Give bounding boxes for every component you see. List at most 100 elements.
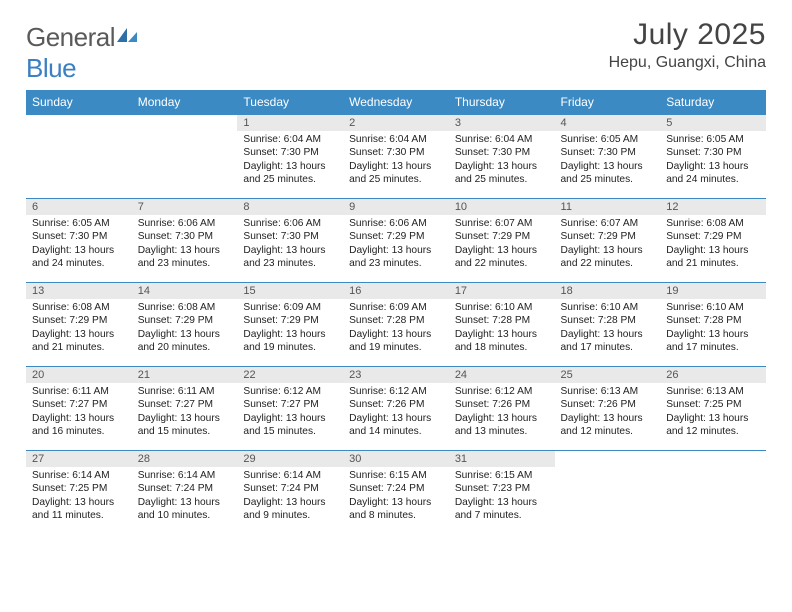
calendar-day-cell: 8Sunrise: 6:06 AMSunset: 7:30 PMDaylight… <box>237 199 343 283</box>
page-header: General Blue July 2025 Hepu, Guangxi, Ch… <box>26 18 766 84</box>
daylight-text: Daylight: 13 hours <box>243 496 337 509</box>
calendar-day-cell: 17Sunrise: 6:10 AMSunset: 7:28 PMDayligh… <box>449 283 555 367</box>
calendar-day-cell: 7Sunrise: 6:06 AMSunset: 7:30 PMDaylight… <box>132 199 238 283</box>
sunrise-text: Sunrise: 6:14 AM <box>243 469 337 482</box>
calendar-empty-cell <box>132 115 238 199</box>
daylight-text: Daylight: 13 hours <box>243 160 337 173</box>
day-number: 8 <box>237 199 343 215</box>
day-details: Sunrise: 6:14 AMSunset: 7:24 PMDaylight:… <box>132 467 238 526</box>
daylight-text: Daylight: 13 hours <box>138 496 232 509</box>
sunrise-text: Sunrise: 6:12 AM <box>243 385 337 398</box>
day-number: 12 <box>660 199 766 215</box>
day-details: Sunrise: 6:11 AMSunset: 7:27 PMDaylight:… <box>26 383 132 442</box>
weekday-header: Wednesday <box>343 90 449 115</box>
sunrise-text: Sunrise: 6:09 AM <box>243 301 337 314</box>
daylight-text: Daylight: 13 hours <box>666 160 760 173</box>
day-details: Sunrise: 6:14 AMSunset: 7:24 PMDaylight:… <box>237 467 343 526</box>
day-number: 15 <box>237 283 343 299</box>
daylight-text: and 23 minutes. <box>349 257 443 270</box>
daylight-text: and 11 minutes. <box>32 509 126 522</box>
day-details: Sunrise: 6:04 AMSunset: 7:30 PMDaylight:… <box>343 131 449 190</box>
sunrise-text: Sunrise: 6:14 AM <box>138 469 232 482</box>
day-number: 5 <box>660 115 766 131</box>
daylight-text: and 22 minutes. <box>455 257 549 270</box>
calendar-day-cell: 26Sunrise: 6:13 AMSunset: 7:25 PMDayligh… <box>660 367 766 451</box>
daylight-text: and 15 minutes. <box>138 425 232 438</box>
title-block: July 2025 Hepu, Guangxi, China <box>609 18 766 72</box>
sunset-text: Sunset: 7:27 PM <box>32 398 126 411</box>
sunrise-text: Sunrise: 6:07 AM <box>561 217 655 230</box>
daylight-text: Daylight: 13 hours <box>138 328 232 341</box>
sunrise-text: Sunrise: 6:12 AM <box>455 385 549 398</box>
day-number: 30 <box>343 451 449 467</box>
weekday-header: Saturday <box>660 90 766 115</box>
sunset-text: Sunset: 7:29 PM <box>666 230 760 243</box>
daylight-text: and 10 minutes. <box>138 509 232 522</box>
sunset-text: Sunset: 7:29 PM <box>349 230 443 243</box>
daylight-text: and 21 minutes. <box>666 257 760 270</box>
daylight-text: Daylight: 13 hours <box>32 412 126 425</box>
sunset-text: Sunset: 7:30 PM <box>243 230 337 243</box>
sunset-text: Sunset: 7:27 PM <box>138 398 232 411</box>
calendar-table: SundayMondayTuesdayWednesdayThursdayFrid… <box>26 90 766 535</box>
daylight-text: Daylight: 13 hours <box>666 412 760 425</box>
day-details: Sunrise: 6:07 AMSunset: 7:29 PMDaylight:… <box>449 215 555 274</box>
sunset-text: Sunset: 7:24 PM <box>243 482 337 495</box>
daylight-text: and 13 minutes. <box>455 425 549 438</box>
calendar-day-cell: 18Sunrise: 6:10 AMSunset: 7:28 PMDayligh… <box>555 283 661 367</box>
calendar-day-cell: 21Sunrise: 6:11 AMSunset: 7:27 PMDayligh… <box>132 367 238 451</box>
daylight-text: Daylight: 13 hours <box>455 496 549 509</box>
day-details: Sunrise: 6:06 AMSunset: 7:30 PMDaylight:… <box>237 215 343 274</box>
day-number: 10 <box>449 199 555 215</box>
sunset-text: Sunset: 7:24 PM <box>138 482 232 495</box>
weekday-header: Friday <box>555 90 661 115</box>
daylight-text: Daylight: 13 hours <box>32 328 126 341</box>
day-number: 17 <box>449 283 555 299</box>
day-details: Sunrise: 6:15 AMSunset: 7:24 PMDaylight:… <box>343 467 449 526</box>
weekday-header: Sunday <box>26 90 132 115</box>
day-number: 22 <box>237 367 343 383</box>
weekday-header: Monday <box>132 90 238 115</box>
day-number: 3 <box>449 115 555 131</box>
calendar-day-cell: 1Sunrise: 6:04 AMSunset: 7:30 PMDaylight… <box>237 115 343 199</box>
calendar-day-cell: 4Sunrise: 6:05 AMSunset: 7:30 PMDaylight… <box>555 115 661 199</box>
daylight-text: Daylight: 13 hours <box>138 244 232 257</box>
calendar-day-cell: 9Sunrise: 6:06 AMSunset: 7:29 PMDaylight… <box>343 199 449 283</box>
sunrise-text: Sunrise: 6:04 AM <box>455 133 549 146</box>
day-details: Sunrise: 6:12 AMSunset: 7:26 PMDaylight:… <box>343 383 449 442</box>
sunset-text: Sunset: 7:26 PM <box>349 398 443 411</box>
sunset-text: Sunset: 7:30 PM <box>455 146 549 159</box>
daylight-text: Daylight: 13 hours <box>349 412 443 425</box>
calendar-day-cell: 6Sunrise: 6:05 AMSunset: 7:30 PMDaylight… <box>26 199 132 283</box>
day-details: Sunrise: 6:10 AMSunset: 7:28 PMDaylight:… <box>660 299 766 358</box>
day-details: Sunrise: 6:06 AMSunset: 7:30 PMDaylight:… <box>132 215 238 274</box>
day-details: Sunrise: 6:08 AMSunset: 7:29 PMDaylight:… <box>26 299 132 358</box>
logo-word1: General <box>26 22 115 52</box>
calendar-day-cell: 13Sunrise: 6:08 AMSunset: 7:29 PMDayligh… <box>26 283 132 367</box>
day-details: Sunrise: 6:05 AMSunset: 7:30 PMDaylight:… <box>660 131 766 190</box>
sunrise-text: Sunrise: 6:08 AM <box>32 301 126 314</box>
daylight-text: and 12 minutes. <box>561 425 655 438</box>
calendar-empty-cell <box>555 451 661 535</box>
logo-text: General Blue <box>26 18 139 84</box>
calendar-day-cell: 14Sunrise: 6:08 AMSunset: 7:29 PMDayligh… <box>132 283 238 367</box>
sunrise-text: Sunrise: 6:06 AM <box>349 217 443 230</box>
daylight-text: and 25 minutes. <box>349 173 443 186</box>
calendar-day-cell: 23Sunrise: 6:12 AMSunset: 7:26 PMDayligh… <box>343 367 449 451</box>
daylight-text: and 17 minutes. <box>561 341 655 354</box>
daylight-text: and 8 minutes. <box>349 509 443 522</box>
daylight-text: and 23 minutes. <box>243 257 337 270</box>
day-number: 18 <box>555 283 661 299</box>
calendar-empty-cell <box>26 115 132 199</box>
brand-logo: General Blue <box>26 18 139 84</box>
calendar-page: General Blue July 2025 Hepu, Guangxi, Ch… <box>0 0 792 545</box>
calendar-day-cell: 2Sunrise: 6:04 AMSunset: 7:30 PMDaylight… <box>343 115 449 199</box>
calendar-empty-cell <box>660 451 766 535</box>
calendar-day-cell: 15Sunrise: 6:09 AMSunset: 7:29 PMDayligh… <box>237 283 343 367</box>
sunrise-text: Sunrise: 6:07 AM <box>455 217 549 230</box>
calendar-day-cell: 25Sunrise: 6:13 AMSunset: 7:26 PMDayligh… <box>555 367 661 451</box>
sunrise-text: Sunrise: 6:04 AM <box>243 133 337 146</box>
sunset-text: Sunset: 7:25 PM <box>32 482 126 495</box>
day-details: Sunrise: 6:13 AMSunset: 7:25 PMDaylight:… <box>660 383 766 442</box>
day-details: Sunrise: 6:04 AMSunset: 7:30 PMDaylight:… <box>449 131 555 190</box>
